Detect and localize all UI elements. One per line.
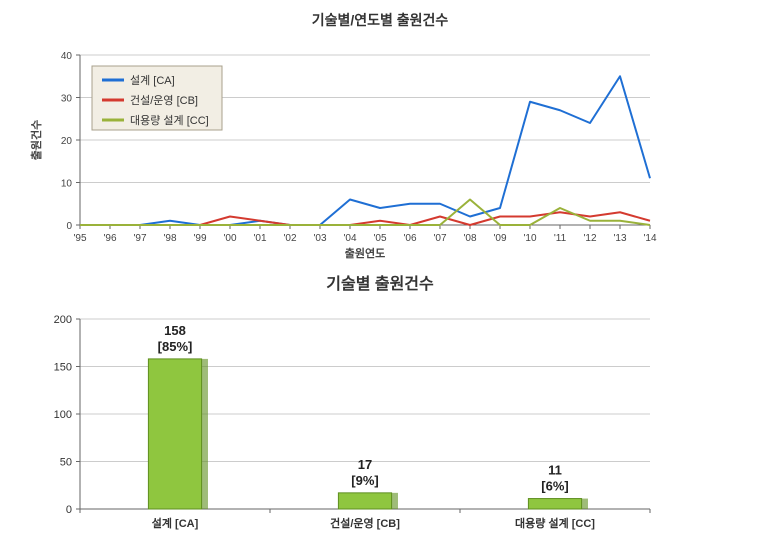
line-chart-title: 기술별/연도별 출원건수 <box>10 10 750 30</box>
svg-text:설계 [CA]: 설계 [CA] <box>130 74 175 87</box>
svg-text:150: 150 <box>54 362 72 374</box>
svg-text:50: 50 <box>60 457 72 469</box>
svg-text:[6%]: [6%] <box>541 479 568 494</box>
svg-text:'12: '12 <box>583 233 596 244</box>
svg-text:'01: '01 <box>253 233 266 244</box>
svg-text:'98: '98 <box>163 233 176 244</box>
svg-text:건설/운영 [CB]: 건설/운영 [CB] <box>330 516 400 530</box>
svg-text:'99: '99 <box>193 233 206 244</box>
svg-text:158: 158 <box>164 323 186 338</box>
bar-chart-svg: 0 50 100 150 200 158[85%] 설계 [CA] 17[9%] 건설/운영 [… <box>10 294 670 544</box>
svg-text:'97: '97 <box>133 233 146 244</box>
svg-text:'07: '07 <box>433 233 446 244</box>
svg-text:200: 200 <box>54 314 72 326</box>
svg-text:'03: '03 <box>313 233 326 244</box>
svg-text:11: 11 <box>548 463 562 478</box>
bar-chart-block: 기술별 출원건수 0 50 100 150 200 158[85%] 설계 [CA] 17[9… <box>10 270 750 544</box>
svg-text:'02: '02 <box>283 233 296 244</box>
svg-text:'00: '00 <box>223 233 236 244</box>
svg-text:0: 0 <box>66 504 72 516</box>
svg-text:20: 20 <box>61 136 73 147</box>
svg-text:100: 100 <box>54 409 72 421</box>
svg-text:출원연도: 출원연도 <box>345 246 385 260</box>
svg-text:'96: '96 <box>103 233 116 244</box>
svg-text:'95: '95 <box>73 233 86 244</box>
svg-text:40: 40 <box>61 51 73 62</box>
svg-text:10: 10 <box>61 179 73 190</box>
svg-text:'14: '14 <box>643 233 656 244</box>
svg-text:[9%]: [9%] <box>351 473 378 488</box>
svg-text:'06: '06 <box>403 233 416 244</box>
svg-text:0: 0 <box>66 221 72 232</box>
svg-text:'08: '08 <box>463 233 476 244</box>
svg-text:'11: '11 <box>554 233 567 244</box>
svg-text:'05: '05 <box>373 233 386 244</box>
svg-text:건설/운영 [CB]: 건설/운영 [CB] <box>130 94 198 107</box>
svg-text:설계 [CA]: 설계 [CA] <box>152 516 199 530</box>
svg-text:'04: '04 <box>343 233 356 244</box>
svg-text:'13: '13 <box>613 233 626 244</box>
svg-text:대용량 설계 [CC]: 대용량 설계 [CC] <box>130 114 209 127</box>
svg-text:'09: '09 <box>493 233 506 244</box>
svg-text:'10: '10 <box>523 233 536 244</box>
bar-chart-title: 기술별 출원건수 <box>10 270 750 294</box>
svg-text:대용량 설계 [CC]: 대용량 설계 [CC] <box>515 516 595 530</box>
line-chart-svg: 0 10 20 30 40 '95 '96 '97 '98 '99 '00 '01 '02 '03 '04 '… <box>10 30 670 260</box>
svg-text:17: 17 <box>358 457 372 472</box>
svg-text:30: 30 <box>61 94 73 105</box>
svg-text:[85%]: [85%] <box>158 339 193 354</box>
line-chart-block: 기술별/연도별 출원건수 0 10 20 30 40 '95 '96 '97 '98 '99 '00… <box>10 10 750 260</box>
svg-text:출원건수: 출원건수 <box>29 120 43 160</box>
